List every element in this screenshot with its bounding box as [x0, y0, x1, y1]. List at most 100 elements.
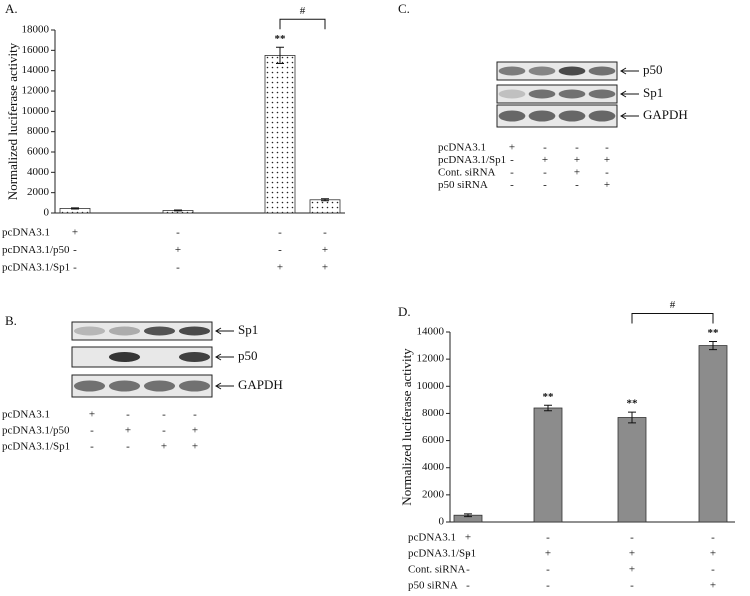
blot-band [73, 326, 106, 336]
condition-sign: - [176, 262, 180, 274]
condition-sign: + [72, 227, 78, 239]
condition-sign: + [89, 409, 95, 421]
y-tick-label: 4000 [27, 166, 50, 178]
error-bar [174, 209, 182, 212]
bracket [631, 313, 714, 324]
condition-sign: - [466, 548, 470, 560]
condition-sign: + [192, 425, 198, 437]
blot-band [588, 110, 616, 122]
condition-sign: - [466, 580, 470, 592]
condition-sign: - [630, 580, 634, 592]
error-bar [464, 513, 472, 518]
bar [264, 55, 296, 214]
y-tick-label: 14000 [417, 326, 445, 338]
band-label: GAPDH [643, 107, 688, 122]
condition-sign: + [604, 179, 610, 191]
condition-name: p50 siRNA [438, 179, 488, 191]
condition-sign: - [575, 142, 579, 154]
arrow [620, 67, 639, 75]
condition-sign: - [630, 532, 634, 544]
condition-sign: - [510, 154, 514, 166]
blot-band [498, 110, 526, 122]
blot-strip [496, 61, 618, 81]
condition-sign: - [193, 409, 197, 421]
panel-label: C. [398, 1, 410, 16]
y-tick-label: 6000 [422, 434, 445, 446]
blot-band [528, 110, 556, 122]
condition-name: p50 siRNA [408, 580, 458, 592]
blot-band [558, 66, 586, 76]
error-bar [544, 404, 552, 412]
condition-sign: + [161, 441, 167, 453]
condition-sign: + [322, 262, 328, 274]
condition-name: pcDNA3.1/p50 [2, 244, 70, 256]
condition-sign: - [90, 441, 94, 453]
y-tick-label: 12000 [417, 353, 445, 365]
significance-label: ** [275, 33, 287, 45]
blot-strip [496, 104, 618, 128]
condition-sign: + [545, 548, 551, 560]
arrow [620, 112, 639, 120]
blot-band [108, 380, 141, 392]
arrow [215, 382, 234, 390]
y-axis-label: Normalized luciferase activity [5, 42, 20, 200]
condition-sign: - [711, 532, 715, 544]
condition-sign: + [542, 154, 548, 166]
blot-band [498, 66, 526, 76]
y-tick-label: 2000 [27, 186, 50, 198]
y-tick-label: 6000 [27, 146, 50, 158]
blot-band [588, 66, 616, 76]
blot-band [588, 89, 616, 99]
condition-name: pcDNA3.1 [2, 409, 50, 421]
blot-band [558, 89, 586, 99]
error-bar [321, 198, 329, 202]
bar [533, 407, 563, 523]
condition-sign: + [192, 441, 198, 453]
condition-sign: - [605, 167, 609, 179]
condition-sign: - [546, 532, 550, 544]
band-label: GAPDH [238, 377, 283, 392]
condition-name: pcDNA3.1 [2, 227, 50, 239]
condition-name: pcDNA3.1/p50 [2, 425, 70, 437]
significance-label: ** [627, 398, 639, 410]
error-bar [276, 46, 284, 65]
arrow [215, 327, 234, 335]
condition-sign: - [323, 227, 327, 239]
condition-name: pcDNA3.1/Sp1 [408, 548, 476, 560]
blot-band [528, 66, 556, 76]
blot-strip [71, 321, 213, 341]
y-tick-label: 4000 [422, 461, 445, 473]
blot-band [178, 352, 211, 362]
condition-sign: - [126, 409, 130, 421]
condition-sign: - [543, 167, 547, 179]
y-tick-label: 8000 [422, 407, 445, 419]
y-tick-label: 0 [439, 516, 445, 528]
condition-name: Cont. siRNA [408, 564, 466, 576]
band-label: Sp1 [643, 85, 663, 100]
condition-sign: + [465, 532, 471, 544]
panel-label: A. [5, 1, 18, 16]
bar [309, 199, 341, 214]
error-bar [628, 411, 636, 424]
bar [698, 345, 728, 523]
blot-strip [71, 374, 213, 398]
condition-name: pcDNA3.1/Sp1 [2, 262, 70, 274]
condition-name: pcDNA3.1 [438, 142, 486, 154]
significance-label: ** [708, 327, 720, 339]
y-axis-label: Normalized luciferase activity [399, 348, 414, 506]
band-label: p50 [643, 62, 663, 77]
y-tick-label: 2000 [422, 488, 445, 500]
condition-sign: + [509, 142, 515, 154]
blot-band [178, 326, 211, 336]
condition-sign: + [277, 262, 283, 274]
blot-strip [496, 84, 618, 104]
y-tick-label: 14000 [22, 64, 50, 76]
blot-band [558, 110, 586, 122]
condition-sign: - [90, 425, 94, 437]
condition-sign: + [604, 154, 610, 166]
condition-sign: - [162, 409, 166, 421]
blot-band [143, 380, 176, 392]
error-bar [709, 341, 717, 351]
condition-sign: - [162, 425, 166, 437]
condition-sign: - [546, 564, 550, 576]
